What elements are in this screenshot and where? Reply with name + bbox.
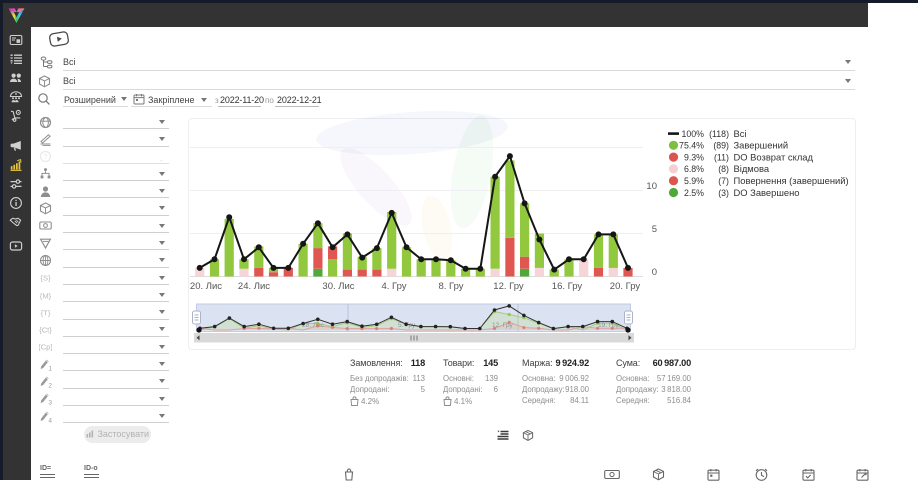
svg-text:8. Гру: 8. Гру xyxy=(438,281,463,292)
svg-text:24. Лис: 24. Лис xyxy=(238,281,270,292)
svg-text:16. Гру: 16. Гру xyxy=(552,281,583,292)
svg-text:DO Завершено: DO Завершено xyxy=(734,187,800,198)
svg-text:{M}: {M} xyxy=(40,291,52,300)
svg-text:9.3%: 9.3% xyxy=(684,152,704,162)
svg-text:12. Гру: 12. Гру xyxy=(492,322,514,329)
svg-text:{Ct}: {Ct} xyxy=(39,325,52,334)
svg-text:{Cp}: {Cp} xyxy=(39,343,52,352)
svg-text:28. Лис: 28. Лис xyxy=(302,322,325,329)
svg-text:2: 2 xyxy=(48,383,52,388)
svg-text:12. Гру: 12. Гру xyxy=(493,281,524,292)
svg-text:1: 1 xyxy=(48,365,52,370)
svg-text:(118): (118) xyxy=(709,129,729,139)
svg-text:30. Лис: 30. Лис xyxy=(322,281,354,292)
svg-text:75.4%: 75.4% xyxy=(679,141,704,151)
svg-text:5: 5 xyxy=(652,224,657,235)
svg-text:Відмова: Відмова xyxy=(734,163,770,174)
svg-text:100%: 100% xyxy=(682,129,705,139)
svg-text:20. Гру: 20. Гру xyxy=(610,281,641,292)
svg-text:(3): (3) xyxy=(718,188,729,198)
svg-text:20. Лис: 20. Лис xyxy=(190,281,222,292)
svg-text:4: 4 xyxy=(48,417,52,422)
svg-text:(7): (7) xyxy=(718,176,729,186)
svg-text:4. Гру: 4. Гру xyxy=(381,281,406,292)
svg-text:2.5%: 2.5% xyxy=(684,188,704,198)
svg-text:DO Возврат склад: DO Возврат склад xyxy=(734,151,814,162)
svg-text:?: ? xyxy=(43,152,47,161)
svg-text:Повернення (завершений): Повернення (завершений) xyxy=(734,175,849,186)
svg-text:(8): (8) xyxy=(718,164,729,174)
svg-text:{S}: {S} xyxy=(40,273,51,282)
svg-text:10: 10 xyxy=(646,181,657,192)
svg-text:0: 0 xyxy=(652,267,657,278)
svg-text:6.8%: 6.8% xyxy=(684,164,704,174)
svg-text:{T}: {T} xyxy=(41,308,51,317)
svg-text:(89): (89) xyxy=(713,141,729,151)
svg-text:(11): (11) xyxy=(714,152,729,162)
svg-text:5.9%: 5.9% xyxy=(684,176,704,186)
svg-text:19. Гру: 19. Гру xyxy=(598,322,620,329)
svg-text:3: 3 xyxy=(48,400,52,405)
svg-text:Всі: Всі xyxy=(734,128,747,139)
svg-text:Завершений: Завершений xyxy=(734,140,789,151)
